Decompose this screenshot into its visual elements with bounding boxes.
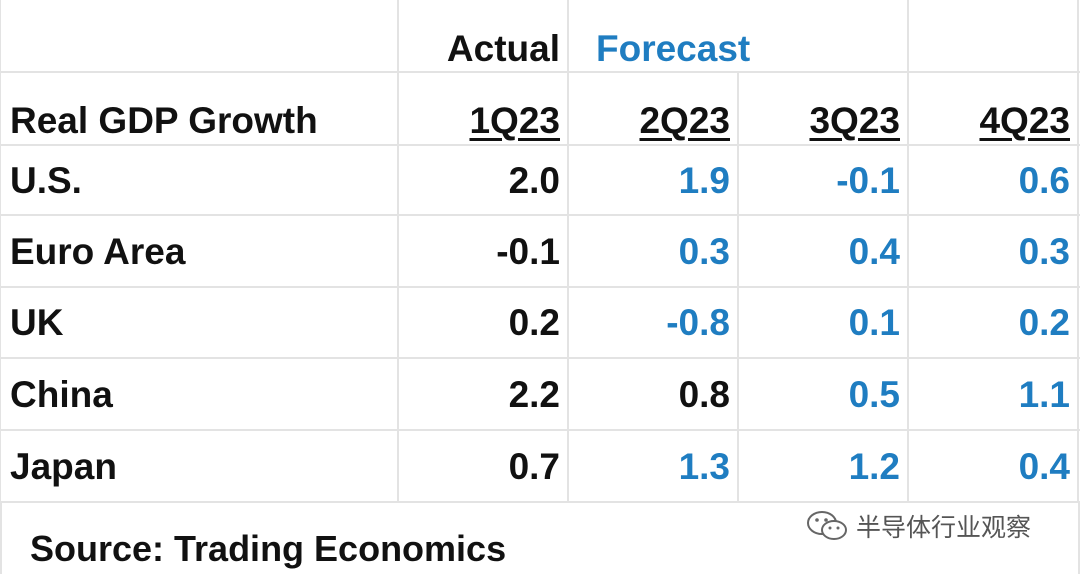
row-label: U.S. <box>10 159 82 201</box>
table-cell: 1.9 <box>678 159 730 201</box>
table-cell: 1.1 <box>1018 373 1070 415</box>
table-cell: 1.2 <box>848 445 900 487</box>
table-cell: 2.2 <box>508 373 560 415</box>
grid-line <box>1077 0 1079 502</box>
grid-line <box>737 72 739 502</box>
grid-line <box>0 0 1 502</box>
wechat-icon <box>807 511 847 540</box>
grid-line <box>0 502 2 574</box>
row-label: Japan <box>10 445 117 487</box>
row-label: China <box>10 373 113 415</box>
grid-line <box>0 501 1080 503</box>
grid-line <box>0 357 1080 359</box>
table-cell: 0.2 <box>1018 302 1070 343</box>
watermark-text: 半导体行业观察 <box>856 514 1032 542</box>
table-cell: 2.0 <box>508 159 560 201</box>
row-label: Euro Area <box>10 230 186 272</box>
table-cell: 1.3 <box>678 445 730 487</box>
table-cell: 0.5 <box>848 373 900 415</box>
grid-line <box>0 144 1080 146</box>
grid-line <box>1078 502 1080 574</box>
table-cell: 0.3 <box>1018 230 1070 272</box>
table-cell: -0.1 <box>496 230 560 272</box>
column-header: Real GDP Growth <box>10 99 318 141</box>
grid-line <box>0 286 1080 288</box>
table-cell: 0.6 <box>1018 159 1070 201</box>
table-cell: 0.3 <box>678 230 730 272</box>
column-header: 4Q23 <box>979 99 1070 141</box>
table-cell: -0.8 <box>666 302 730 343</box>
grid-line <box>0 214 1080 216</box>
table-cell: 0.8 <box>678 373 730 415</box>
grid-line <box>907 0 909 502</box>
column-header: 1Q23 <box>469 99 560 141</box>
table-cell: 0.4 <box>1018 445 1070 487</box>
column-header: 3Q23 <box>809 99 900 141</box>
source-note: Source: Trading Economics <box>30 528 507 569</box>
table-cell: -0.1 <box>836 159 900 201</box>
table-cell: 0.4 <box>848 230 900 272</box>
header-actual: Actual <box>446 27 560 69</box>
grid-line <box>567 0 569 502</box>
watermark: 半导体行业观察 <box>806 508 1031 544</box>
column-header: 2Q23 <box>639 99 730 141</box>
table-cell: 0.2 <box>508 302 560 343</box>
grid-line <box>0 429 1080 431</box>
header-forecast: Forecast <box>596 27 751 69</box>
row-label: UK <box>10 302 64 343</box>
table-cell: 0.1 <box>848 302 900 343</box>
grid-line <box>397 0 399 502</box>
grid-line <box>0 71 1080 73</box>
table-cell: 0.7 <box>508 445 560 487</box>
